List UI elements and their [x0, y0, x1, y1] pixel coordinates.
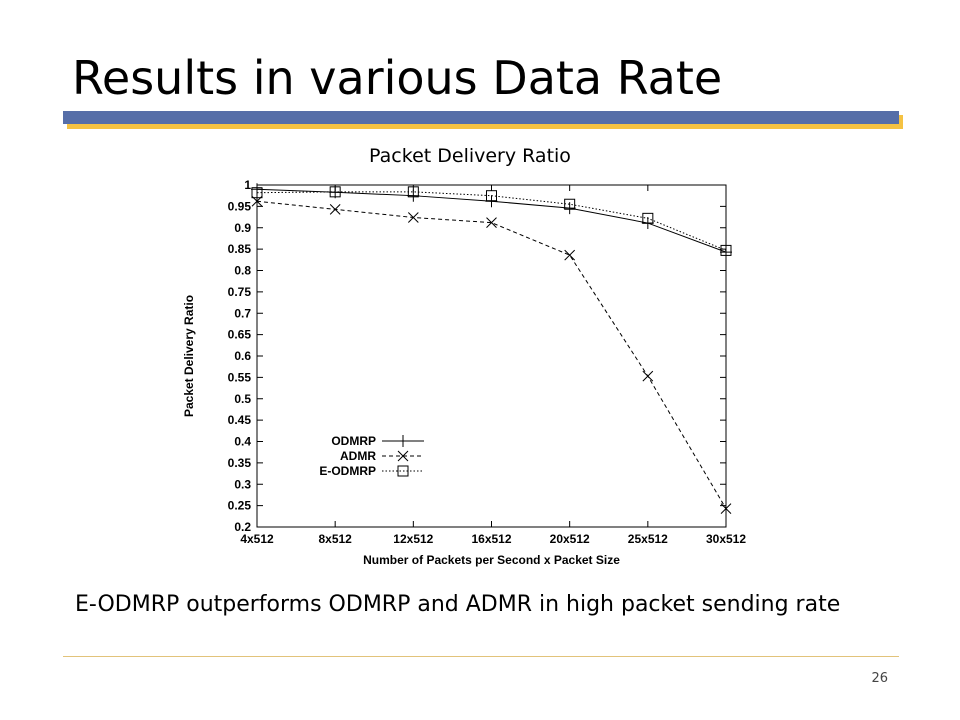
data-point-admr: [564, 249, 576, 261]
x-tick-label: 8x512: [318, 532, 352, 546]
y-tick-label: 0.25: [228, 499, 252, 513]
y-tick-label: 0.8: [234, 264, 251, 278]
data-point-admr: [720, 503, 732, 514]
data-point-e-odmrp: [486, 190, 497, 202]
legend-label: ODMRP: [331, 434, 376, 448]
data-point-admr: [407, 212, 419, 223]
data-point-odmrp: [720, 246, 732, 259]
y-tick-label: 0.4: [234, 435, 251, 449]
legend-marker: [397, 450, 409, 462]
y-tick-label: 0.35: [228, 456, 252, 470]
y-axis-label: Packet Delivery Ratio: [182, 295, 196, 417]
y-tick-label: 0.6: [234, 349, 251, 363]
y-tick-label: 0.3: [234, 477, 251, 491]
x-tick-label: 16x512: [471, 532, 511, 546]
legend-label: ADMR: [340, 449, 376, 463]
y-tick-label: 0.45: [228, 413, 252, 427]
legend-marker: [397, 465, 409, 477]
y-tick-label: 0.95: [228, 199, 252, 213]
x-tick-label: 12x512: [393, 532, 433, 546]
x-tick-label: 25x512: [628, 532, 668, 546]
data-point-e-odmrp: [642, 212, 654, 224]
y-tick-label: 0.5: [234, 392, 251, 406]
data-point-odmrp: [563, 202, 576, 215]
title-underline-bar: [63, 111, 899, 124]
body-text: E-ODMRP outperforms ODMRP and ADMR in hi…: [75, 592, 841, 617]
footer-rule: [63, 656, 899, 657]
data-point-odmrp: [407, 189, 420, 202]
x-tick-label: 30x512: [706, 532, 746, 546]
series-line-e-odmrp: [256, 191, 727, 251]
data-point-odmrp: [485, 195, 498, 208]
x-axis-label: Number of Packets per Second x Packet Si…: [363, 553, 620, 567]
data-point-e-odmrp: [407, 186, 419, 198]
legend-marker: [397, 435, 409, 447]
y-tick-label: 0.65: [228, 328, 252, 342]
x-tick-label: 20x512: [550, 532, 590, 546]
data-point-e-odmrp: [251, 187, 263, 199]
packet-delivery-chart: 0.2 0.25 0.3 0.35 0.4 0.45 0.5 0.55 0.6 0.65 0.7 0.…: [182, 178, 746, 567]
data-point-admr: [329, 204, 341, 215]
y-tick-label: 0.85: [228, 242, 252, 256]
data-point-admr: [486, 217, 497, 228]
data-point-admr: [642, 370, 654, 382]
chart-caption: Packet Delivery Ratio: [369, 145, 571, 167]
y-tick-label: 0.55: [228, 370, 252, 384]
y-tick-label: 0.7: [234, 306, 251, 320]
data-point-e-odmrp: [720, 244, 732, 256]
y-tick-label: 0.75: [228, 285, 252, 299]
slide-title: Results in various Data Rate: [72, 51, 723, 105]
y-tick-label: 0.2: [234, 520, 251, 534]
x-tick-label: 4x512: [240, 532, 274, 546]
legend-label: E-ODMRP: [319, 464, 376, 478]
y-tick-label: 0.9: [234, 221, 251, 235]
y-tick-label: 1: [244, 178, 251, 192]
data-point-odmrp: [251, 183, 263, 196]
page-number: 26: [871, 671, 888, 686]
series-line-admr: [256, 200, 727, 509]
data-point-e-odmrp: [564, 198, 576, 210]
data-point-e-odmrp: [329, 186, 341, 198]
